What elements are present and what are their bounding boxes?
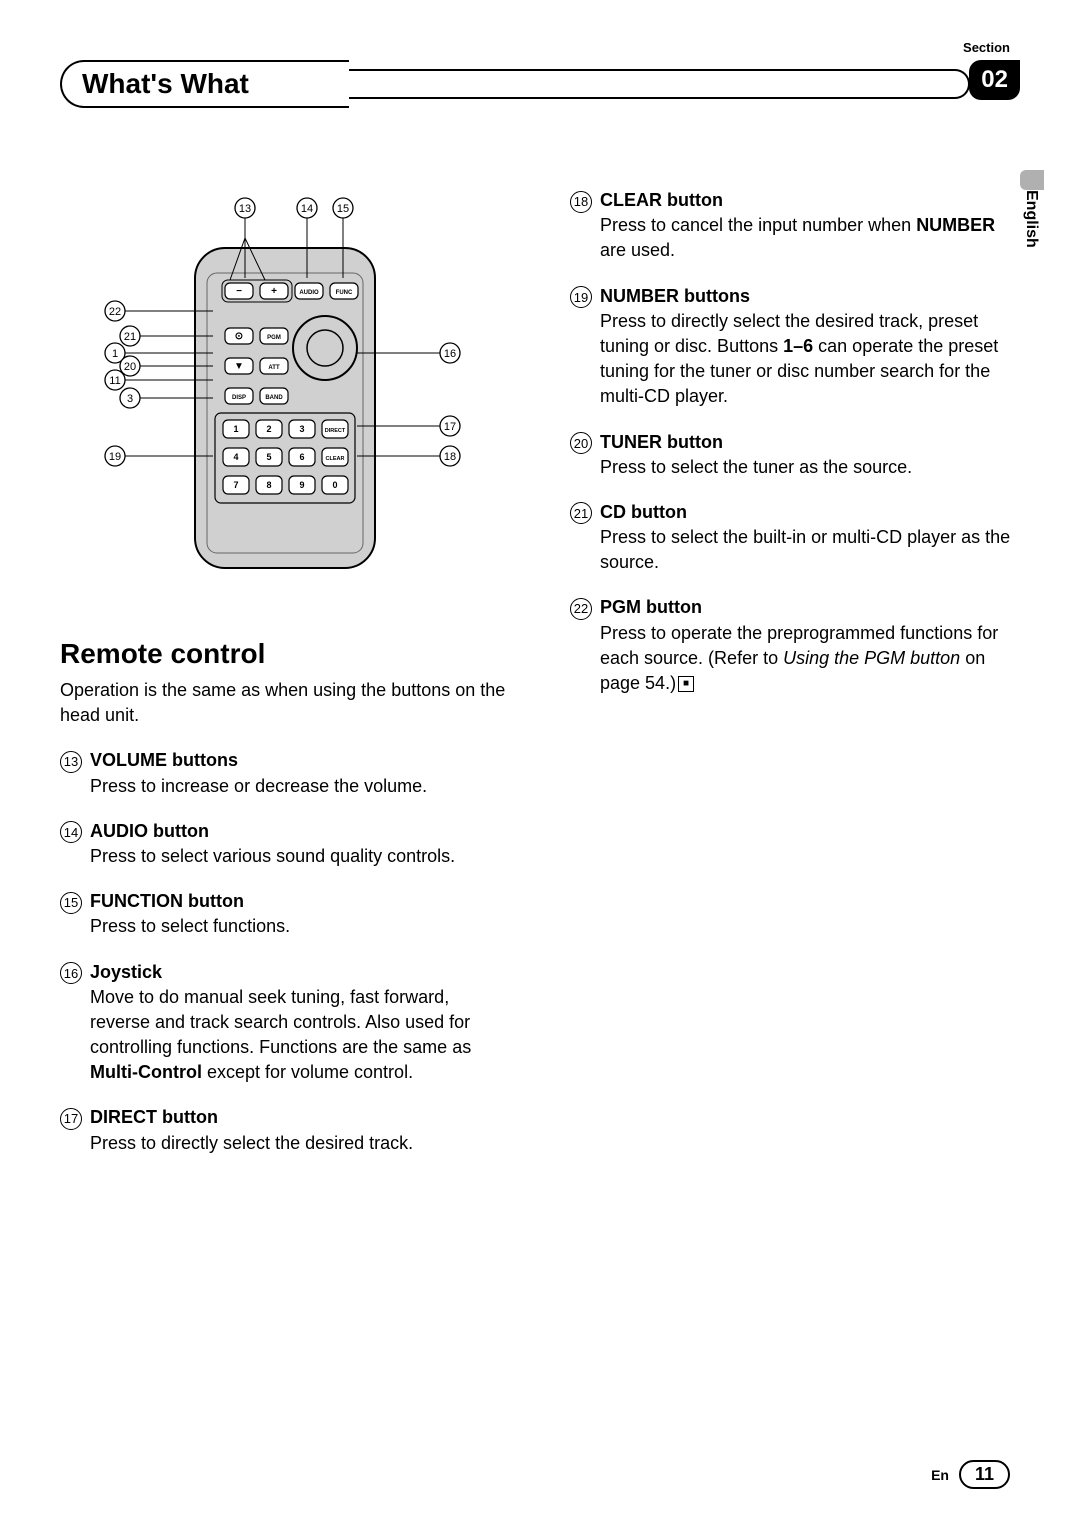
item-body: Press to select functions. (90, 914, 510, 939)
description-item: 18 CLEAR buttonPress to cancel the input … (570, 188, 1020, 264)
item-body: Press to increase or decrease the volume… (90, 774, 510, 799)
svg-text:1: 1 (112, 348, 118, 360)
svg-text:16: 16 (444, 348, 456, 360)
item-title: AUDIO button (90, 819, 209, 844)
svg-text:5: 5 (266, 452, 271, 462)
callout-number: 21 (570, 502, 592, 524)
header-divider (349, 69, 970, 99)
callout-number: 13 (60, 751, 82, 773)
page-title: What's What (60, 60, 349, 108)
section-label: Section (963, 40, 1010, 55)
description-item: 17 DIRECT buttonPress to directly select … (60, 1105, 510, 1155)
description-item: 14 AUDIO buttonPress to select various so… (60, 819, 510, 869)
description-item: 21 CD buttonPress to select the built-in … (570, 500, 1020, 576)
item-body: Press to cancel the input number when NU… (600, 213, 1020, 263)
svg-text:17: 17 (444, 421, 456, 433)
svg-text:6: 6 (299, 452, 304, 462)
svg-text:14: 14 (301, 203, 313, 215)
callout-number: 17 (60, 1108, 82, 1130)
svg-text:3: 3 (127, 393, 133, 405)
svg-text:8: 8 (266, 480, 271, 490)
item-body: Press to operate the preprogrammed funct… (600, 621, 1020, 697)
left-column: − + AUDIO FUNC ⊙ PGM ▼ ATT DISP BAND 1 2 3 DIRECT 4 5 6 C… (60, 188, 510, 1176)
svg-text:19: 19 (109, 451, 121, 463)
callout-number: 19 (570, 286, 592, 308)
svg-text:⊙: ⊙ (235, 331, 243, 342)
svg-text:11: 11 (109, 375, 120, 387)
callout-number: 18 (570, 191, 592, 213)
svg-text:+: + (271, 286, 277, 297)
svg-text:20: 20 (124, 361, 136, 373)
svg-text:13: 13 (239, 203, 251, 215)
footer-page-number: 11 (959, 1460, 1010, 1489)
item-body: Press to select the tuner as the source. (600, 455, 1020, 480)
language-tab-bg (1020, 170, 1044, 190)
item-title: PGM button (600, 595, 702, 620)
svg-text:4: 4 (233, 452, 238, 462)
svg-text:21: 21 (124, 331, 136, 343)
item-body: Move to do manual seek tuning, fast forw… (90, 985, 510, 1086)
callout-number: 22 (570, 598, 592, 620)
svg-text:▼: ▼ (234, 361, 244, 372)
svg-text:CLEAR: CLEAR (326, 456, 345, 462)
svg-text:22: 22 (109, 306, 121, 318)
callout-number: 15 (60, 892, 82, 914)
callout-number: 20 (570, 432, 592, 454)
item-title: CLEAR button (600, 188, 723, 213)
page-footer: En 11 (931, 1460, 1010, 1489)
description-item: 19 NUMBER buttonsPress to directly select… (570, 284, 1020, 410)
svg-text:−: − (236, 286, 242, 297)
footer-lang: En (931, 1467, 949, 1483)
svg-text:0: 0 (332, 480, 337, 490)
item-body: Press to directly select the desired tra… (90, 1131, 510, 1156)
item-title: Joystick (90, 960, 162, 985)
item-body: Press to directly select the desired tra… (600, 309, 1020, 410)
remote-diagram: − + AUDIO FUNC ⊙ PGM ▼ ATT DISP BAND 1 2 3 DIRECT 4 5 6 C… (95, 188, 475, 598)
language-tab: English (1022, 190, 1040, 248)
item-title: TUNER button (600, 430, 723, 455)
item-body: Press to select various sound quality co… (90, 844, 510, 869)
svg-text:2: 2 (266, 424, 271, 434)
svg-text:DISP: DISP (232, 395, 246, 401)
svg-text:1: 1 (233, 424, 238, 434)
svg-text:3: 3 (299, 424, 304, 434)
description-item: 22 PGM buttonPress to operate the preprog… (570, 595, 1020, 696)
svg-text:7: 7 (233, 480, 238, 490)
callout-number: 16 (60, 962, 82, 984)
intro-text: Operation is the same as when using the … (60, 678, 510, 728)
callout-number: 14 (60, 821, 82, 843)
item-title: FUNCTION button (90, 889, 244, 914)
svg-text:DIRECT: DIRECT (325, 428, 346, 434)
item-title: NUMBER buttons (600, 284, 750, 309)
svg-text:FUNC: FUNC (336, 290, 353, 296)
description-item: 15 FUNCTION buttonPress to select functio… (60, 889, 510, 939)
svg-text:18: 18 (444, 451, 456, 463)
description-item: 13 VOLUME buttonsPress to increase or dec… (60, 748, 510, 798)
svg-text:BAND: BAND (265, 395, 283, 401)
item-title: DIRECT button (90, 1105, 218, 1130)
svg-text:PGM: PGM (267, 335, 281, 341)
item-body: Press to select the built-in or multi-CD… (600, 525, 1020, 575)
section-number-badge: 02 (969, 60, 1020, 100)
svg-text:ATT: ATT (268, 365, 280, 371)
subheading-remote-control: Remote control (60, 638, 510, 670)
description-item: 20 TUNER buttonPress to select the tuner … (570, 430, 1020, 480)
item-title: CD button (600, 500, 687, 525)
description-item: 16 JoystickMove to do manual seek tuning,… (60, 960, 510, 1086)
svg-text:AUDIO: AUDIO (299, 290, 319, 296)
svg-text:15: 15 (337, 203, 349, 215)
svg-text:9: 9 (299, 480, 304, 490)
item-title: VOLUME buttons (90, 748, 238, 773)
right-column: 18 CLEAR buttonPress to cancel the input … (570, 188, 1020, 1176)
end-mark-icon: ■ (678, 676, 694, 692)
